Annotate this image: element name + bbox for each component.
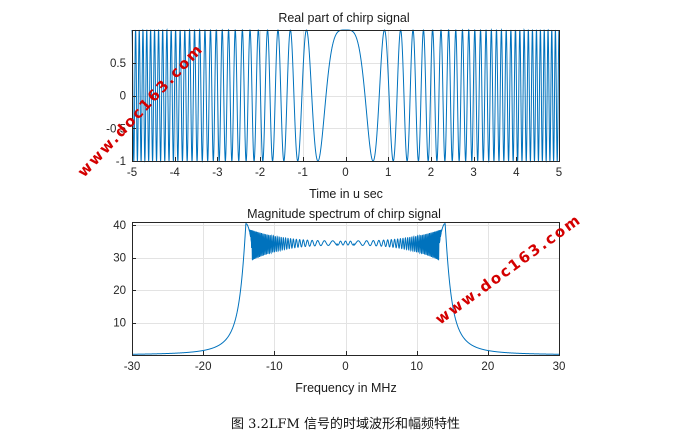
chirp-ytick-label: -1 xyxy=(116,156,126,168)
spectrum-xtick-label: -20 xyxy=(195,361,212,373)
chirp-real-part-title: Real part of chirp signal xyxy=(278,11,409,25)
magnitude-spectrum-yticks: 10 20 30 40 xyxy=(113,220,136,330)
chirp-xtick-label: -4 xyxy=(170,167,181,179)
chirp-xtick-label: -2 xyxy=(255,167,265,179)
spectrum-xtick-label: -10 xyxy=(266,361,283,373)
chirp-xtick-label: 3 xyxy=(470,167,476,179)
chirp-xtick-label: -5 xyxy=(127,167,137,179)
spectrum-ytick-label: 10 xyxy=(113,318,126,330)
chirp-xtick-label: 1 xyxy=(385,167,391,179)
watermark-right: www.doc163.com xyxy=(432,210,585,328)
magnitude-spectrum-axes: Magnitude spectrum of chirp signal -30 -2… xyxy=(113,207,565,395)
figure-caption: 图 3.2LFM 信号的时域波形和幅频特性 xyxy=(231,417,460,432)
chirp-xtick-label: -1 xyxy=(298,167,308,179)
chirp-ytick-label: 0.5 xyxy=(110,58,126,70)
magnitude-spectrum-line xyxy=(132,223,559,355)
magnitude-spectrum-plot xyxy=(132,223,559,355)
chirp-xtick-label: 0 xyxy=(342,167,348,179)
spectrum-ytick-label: 40 xyxy=(113,220,126,232)
spectrum-xtick-label: 0 xyxy=(342,361,348,373)
chirp-xtick-label: -3 xyxy=(212,167,222,179)
spectrum-xtick-label: -30 xyxy=(124,361,141,373)
magnitude-spectrum-xlabel: Frequency in MHz xyxy=(295,381,396,395)
chirp-ytick-label: 0 xyxy=(120,91,126,103)
chirp-ytick-label: -0.5 xyxy=(106,123,126,135)
chirp-real-part-yticks: -1 -0.5 0 0.5 xyxy=(106,58,136,168)
spectrum-xtick-label: 30 xyxy=(553,361,566,373)
spectrum-xtick-label: 10 xyxy=(410,361,423,373)
spectrum-ytick-label: 30 xyxy=(113,253,126,265)
chirp-real-part-xlabel: Time in u sec xyxy=(309,187,383,201)
magnitude-spectrum-title: Magnitude spectrum of chirp signal xyxy=(247,207,441,221)
chirp-xtick-label: 2 xyxy=(428,167,434,179)
magnitude-spectrum-frame xyxy=(132,222,560,356)
spectrum-xtick-label: 20 xyxy=(481,361,494,373)
chirp-real-part-xticks: -5 -4 -3 -2 -1 0 1 2 3 4 5 xyxy=(127,157,562,179)
chirp-xtick-label: 4 xyxy=(513,167,520,179)
chirp-xtick-label: 5 xyxy=(556,167,562,179)
magnitude-spectrum-xticks: -30 -20 -10 0 10 20 30 xyxy=(124,351,566,373)
spectrum-ytick-label: 20 xyxy=(113,285,126,297)
chirp-real-part-axes: Real part of chirp signal -5 -4 -3 -2 -1 0 1 2 3… xyxy=(106,11,562,201)
